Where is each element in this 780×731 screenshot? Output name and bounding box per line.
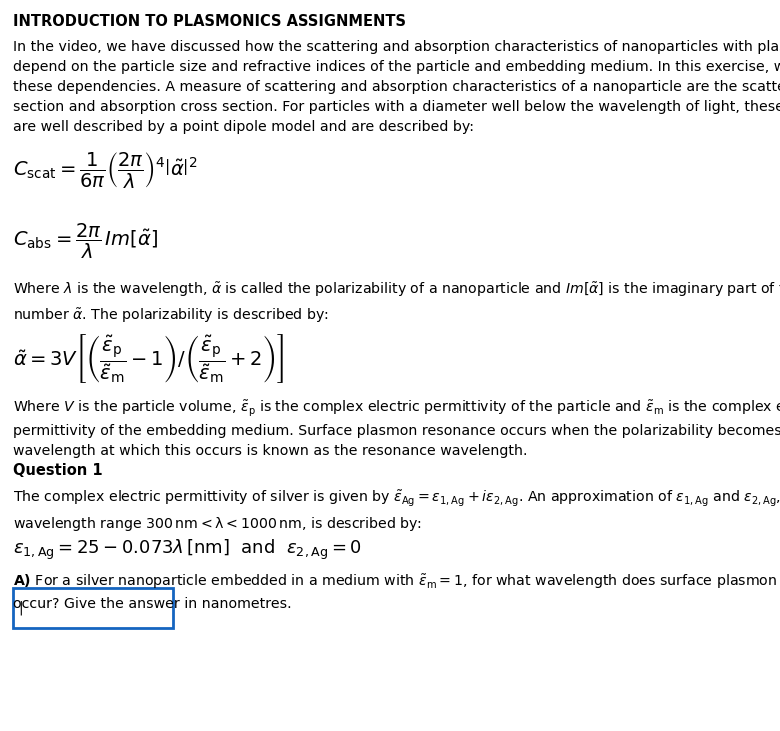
Text: Where $\lambda$ is the wavelength, $\tilde{\alpha}$ is called the polarizability: Where $\lambda$ is the wavelength, $\til… [13,280,780,325]
Text: $\varepsilon_{1,\rm Ag} = 25 - 0.073\lambda\,[\rm nm]$  and  $\varepsilon_{2,\rm: $\varepsilon_{1,\rm Ag} = 25 - 0.073\lam… [13,538,362,562]
Text: $\tilde{\alpha} = 3V\left[\left(\dfrac{\tilde{\varepsilon}_{\rm p}}{\tilde{\vare: $\tilde{\alpha} = 3V\left[\left(\dfrac{\… [13,332,284,385]
Text: In the video, we have discussed how the scattering and absorption characteristic: In the video, we have discussed how the … [13,40,780,135]
Text: $C_{\rm scat} = \dfrac{1}{6\pi}\left(\dfrac{2\pi}{\lambda}\right)^{4}\left|\tild: $C_{\rm scat} = \dfrac{1}{6\pi}\left(\df… [13,150,197,190]
Text: $\bf{A)}$ For a silver nanoparticle embedded in a medium with $\tilde{\varepsilo: $\bf{A)}$ For a silver nanoparticle embe… [13,572,780,610]
FancyBboxPatch shape [13,588,173,628]
Text: INTRODUCTION TO PLASMONICS ASSIGNMENTS: INTRODUCTION TO PLASMONICS ASSIGNMENTS [13,14,406,29]
Text: Question 1: Question 1 [13,463,103,478]
Text: |: | [18,601,23,616]
Text: Where $V$ is the particle volume, $\tilde{\varepsilon}_{\rm p}$ is the complex e: Where $V$ is the particle volume, $\tild… [13,398,780,458]
Text: $C_{\rm abs} = \dfrac{2\pi}{\lambda}\,Im\left[\tilde{\alpha}\right]$: $C_{\rm abs} = \dfrac{2\pi}{\lambda}\,Im… [13,222,158,261]
Text: The complex electric permittivity of silver is given by $\tilde{\varepsilon}_{\r: The complex electric permittivity of sil… [13,488,780,533]
